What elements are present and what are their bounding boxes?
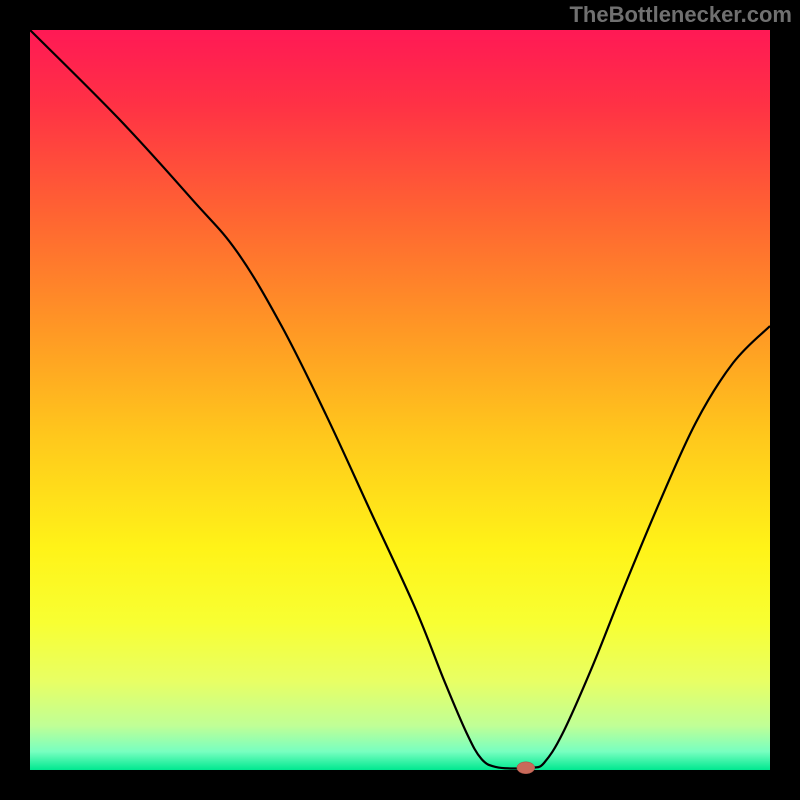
chart-svg [0,0,800,800]
watermark-text: TheBottlenecker.com [569,2,792,28]
optimal-point-marker [517,762,535,774]
bottleneck-chart: TheBottlenecker.com [0,0,800,800]
